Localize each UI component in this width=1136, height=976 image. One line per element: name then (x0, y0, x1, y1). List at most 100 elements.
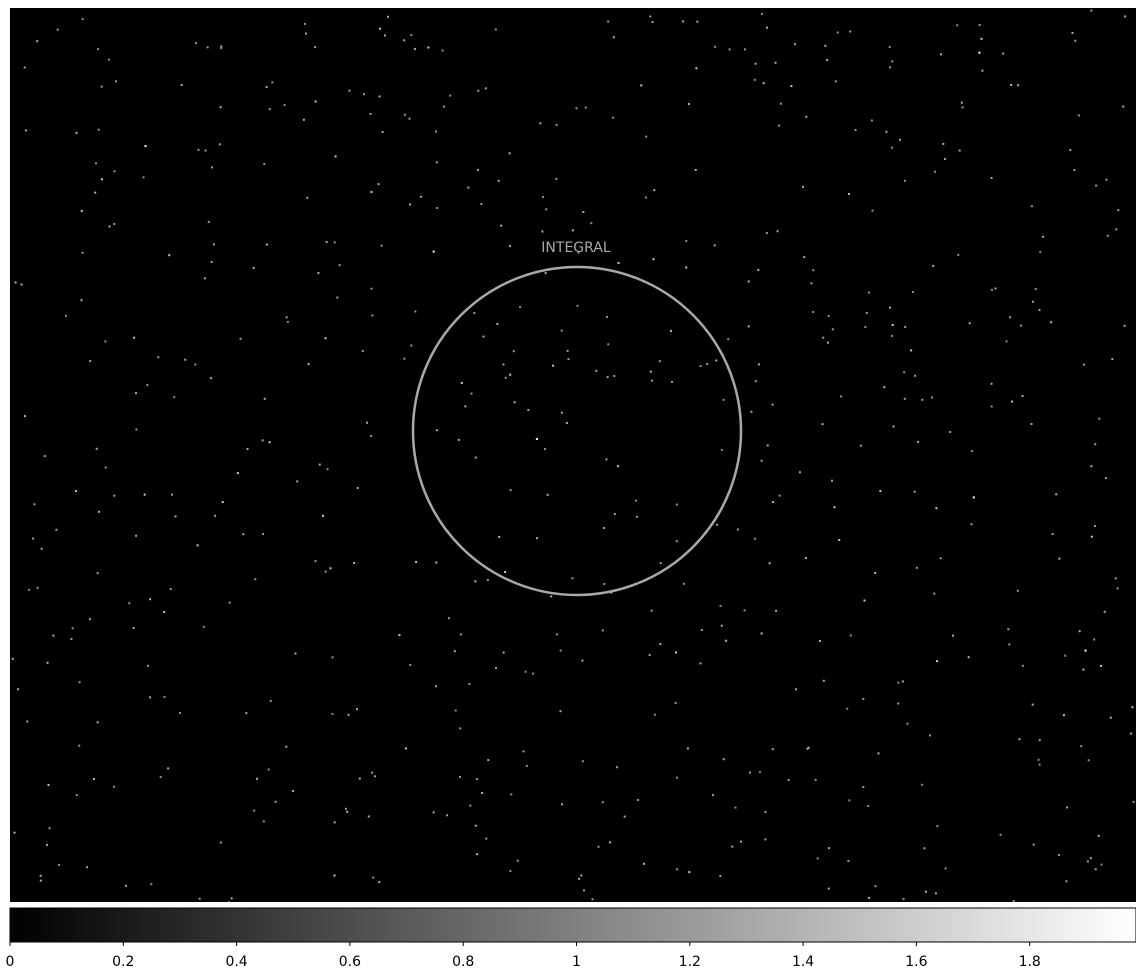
source (802, 185, 804, 188)
source (1069, 149, 1072, 151)
source (256, 777, 258, 780)
sky-sources (11, 9, 1135, 902)
source (473, 312, 476, 314)
source (720, 624, 723, 627)
source (197, 148, 200, 151)
source (911, 291, 914, 293)
source (990, 382, 993, 385)
source (496, 322, 499, 325)
source (795, 688, 797, 691)
source (643, 862, 645, 865)
source (577, 251, 580, 254)
source (274, 800, 277, 803)
source (833, 506, 836, 509)
source (990, 405, 993, 408)
source (331, 712, 334, 715)
source (1018, 738, 1021, 741)
source (970, 523, 973, 526)
source (254, 578, 257, 581)
source (1111, 358, 1114, 361)
source (381, 131, 384, 133)
source (410, 33, 413, 36)
source (404, 113, 406, 116)
source (482, 335, 485, 338)
source (566, 349, 569, 352)
source (899, 138, 902, 141)
source (1038, 763, 1041, 766)
source (252, 266, 255, 269)
source (606, 376, 609, 379)
source (623, 815, 626, 818)
source (826, 341, 829, 344)
colorbar (9, 907, 1136, 943)
source (827, 315, 830, 317)
source (1078, 630, 1081, 633)
source (635, 515, 638, 518)
source (169, 588, 172, 591)
source (263, 163, 266, 165)
source (649, 370, 652, 373)
source (500, 224, 503, 227)
source (502, 363, 505, 366)
source (262, 533, 265, 536)
source (55, 528, 58, 531)
source (481, 792, 484, 794)
source (550, 595, 553, 598)
source (265, 243, 268, 246)
source (71, 627, 74, 630)
source (435, 429, 438, 432)
source (891, 146, 894, 149)
source (637, 799, 640, 801)
source (580, 874, 583, 877)
source (1093, 638, 1096, 641)
source (543, 448, 546, 451)
source (871, 209, 874, 212)
source (40, 547, 43, 550)
source (168, 254, 171, 257)
source (952, 634, 954, 637)
source (314, 46, 317, 49)
source (403, 357, 406, 360)
source (509, 870, 512, 873)
source (885, 130, 888, 133)
source (583, 889, 585, 892)
source (931, 396, 933, 399)
source (1130, 732, 1133, 735)
source (125, 884, 127, 887)
source (1109, 716, 1112, 719)
source (913, 490, 916, 493)
source (314, 100, 317, 103)
source (650, 609, 653, 612)
source (1097, 834, 1100, 837)
source (286, 320, 289, 323)
source (324, 337, 327, 340)
source (436, 207, 439, 209)
source (318, 463, 321, 466)
source (113, 223, 116, 225)
source (616, 465, 619, 468)
source (958, 149, 961, 152)
source (545, 208, 548, 211)
source (46, 661, 49, 664)
colorbar-tick-label: 1 (572, 954, 581, 970)
source (460, 381, 463, 384)
source (1050, 321, 1053, 324)
source (601, 629, 604, 632)
source (1007, 628, 1010, 631)
source (757, 363, 760, 366)
source (764, 810, 767, 813)
source (95, 447, 98, 450)
source (671, 380, 673, 383)
source (403, 39, 406, 42)
source (676, 868, 679, 871)
source (88, 618, 91, 621)
source (459, 727, 462, 730)
source (1105, 178, 1108, 181)
source (159, 776, 162, 778)
source (218, 143, 221, 146)
source (333, 821, 336, 824)
source (210, 260, 213, 263)
source (524, 670, 527, 673)
source (265, 86, 268, 88)
source (380, 244, 383, 247)
